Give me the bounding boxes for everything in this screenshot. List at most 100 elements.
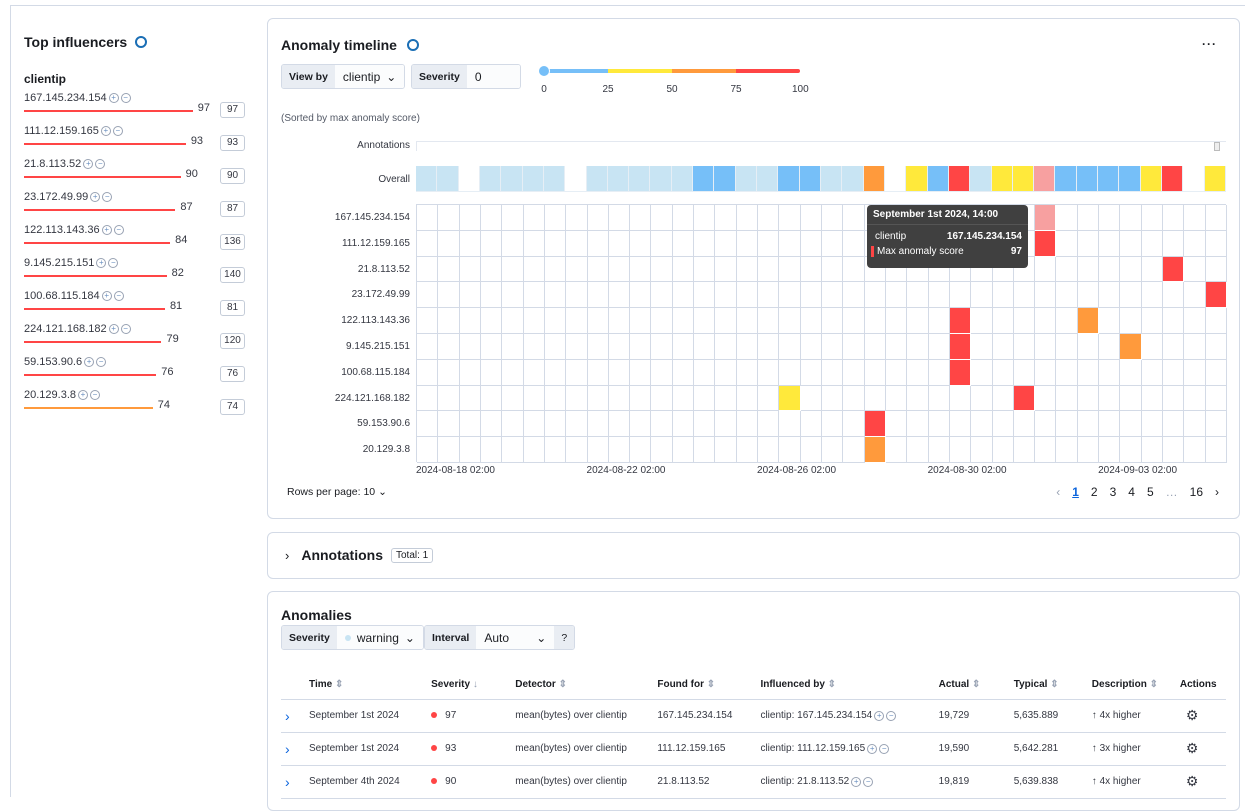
heatmap-cell[interactable] xyxy=(587,411,609,438)
overall-cell[interactable] xyxy=(501,166,523,192)
heatmap-cell[interactable] xyxy=(587,437,609,463)
heatmap-cell[interactable] xyxy=(502,359,524,386)
heatmap-cell[interactable] xyxy=(1077,205,1100,231)
heatmap-cell[interactable] xyxy=(480,282,503,309)
heatmap-cell[interactable] xyxy=(651,411,673,438)
heatmap-cell[interactable] xyxy=(587,385,609,412)
filter-in-icon[interactable]: + xyxy=(851,777,862,787)
heatmap-cell[interactable] xyxy=(779,359,801,386)
heatmap-cell[interactable] xyxy=(630,230,652,257)
filter-in-icon[interactable]: + xyxy=(101,291,112,301)
heatmap-cell[interactable] xyxy=(544,411,567,438)
heatmap-cell[interactable] xyxy=(438,359,460,386)
heatmap-cell[interactable] xyxy=(502,230,524,257)
heatmap-cell[interactable] xyxy=(1184,411,1206,438)
heatmap-cell[interactable] xyxy=(672,334,695,360)
heatmap-cell[interactable] xyxy=(459,359,481,386)
heatmap-cell[interactable] xyxy=(608,282,631,309)
sort-desc-icon[interactable]: ↓ xyxy=(470,679,478,691)
heatmap-cell[interactable] xyxy=(523,256,545,283)
view-by-select[interactable]: View by clientip ⌄ xyxy=(281,64,406,89)
sort-icon[interactable]: ⇕ xyxy=(824,679,837,691)
overall-cell[interactable] xyxy=(1162,166,1184,192)
overall-cell[interactable] xyxy=(757,166,779,192)
heatmap-cell[interactable] xyxy=(907,308,929,334)
heatmap-cell[interactable] xyxy=(843,308,865,334)
heatmap-cell[interactable] xyxy=(1035,359,1057,386)
heatmap-cell[interactable] xyxy=(1099,411,1121,438)
heatmap-cell[interactable] xyxy=(1141,437,1164,463)
heatmap-cell[interactable] xyxy=(1184,205,1206,231)
heatmap-cell[interactable] xyxy=(949,437,972,463)
heatmap-cell[interactable] xyxy=(715,359,737,386)
heatmap-cell[interactable] xyxy=(502,411,524,438)
heatmap-cell[interactable] xyxy=(566,437,588,463)
heatmap-cell[interactable] xyxy=(1141,282,1164,309)
heatmap-cell[interactable] xyxy=(1163,411,1185,438)
heatmap-cell[interactable] xyxy=(1163,437,1185,463)
interval-select[interactable]: Interval Auto ⌄ ? xyxy=(424,625,576,650)
heatmap-cell[interactable] xyxy=(822,411,844,438)
severity-value[interactable]: 0 xyxy=(466,65,520,88)
heatmap-cell[interactable] xyxy=(736,256,759,283)
overall-cell[interactable] xyxy=(799,166,821,192)
heatmap-cell[interactable] xyxy=(1205,334,1227,360)
heatmap-cell[interactable] xyxy=(715,334,737,360)
heatmap-cell[interactable] xyxy=(864,385,886,412)
heatmap-cell[interactable] xyxy=(1141,308,1164,334)
heatmap-cell[interactable] xyxy=(715,308,737,334)
sort-icon[interactable]: ⇕ xyxy=(332,679,344,691)
page-link[interactable]: 5 xyxy=(1146,485,1154,499)
heatmap-cell[interactable] xyxy=(566,308,588,334)
heatmap-cell[interactable] xyxy=(651,230,673,257)
heatmap-cell[interactable] xyxy=(1099,385,1121,412)
overall-cell[interactable] xyxy=(884,166,907,192)
heatmap-cell[interactable] xyxy=(438,334,460,360)
heatmap-cell[interactable] xyxy=(694,359,716,386)
overall-cell[interactable] xyxy=(778,166,800,192)
heatmap-cell[interactable] xyxy=(971,359,993,386)
heatmap-cell[interactable] xyxy=(651,334,673,360)
overall-cell[interactable] xyxy=(1055,166,1077,192)
heatmap-cell[interactable] xyxy=(822,308,844,334)
expand-row-icon[interactable]: › xyxy=(281,732,306,766)
heatmap-cell[interactable] xyxy=(651,308,673,334)
overall-cell[interactable] xyxy=(927,166,949,192)
heatmap-cell[interactable] xyxy=(907,282,929,309)
overall-cell[interactable] xyxy=(458,166,480,192)
heatmap-cell[interactable] xyxy=(736,411,759,438)
heatmap-cell[interactable] xyxy=(1077,385,1100,412)
heatmap-cell[interactable] xyxy=(928,359,950,386)
column-header[interactable]: Actions xyxy=(1175,671,1226,700)
overall-cell[interactable] xyxy=(1034,166,1056,192)
heatmap-cell[interactable] xyxy=(1205,230,1227,257)
column-header[interactable]: Severity ↓ xyxy=(427,671,512,700)
heatmap-cell[interactable] xyxy=(459,205,481,231)
heatmap-cell[interactable] xyxy=(864,359,886,386)
heatmap-cell[interactable] xyxy=(715,282,737,309)
heatmap-cell[interactable] xyxy=(608,437,631,463)
heatmap-cell[interactable] xyxy=(651,359,673,386)
heatmap-cell[interactable] xyxy=(523,411,545,438)
heatmap-cell[interactable] xyxy=(438,205,460,231)
heatmap-cell[interactable] xyxy=(672,359,695,386)
heatmap-cell[interactable] xyxy=(1077,437,1100,463)
heatmap-cell[interactable] xyxy=(544,334,567,360)
heatmap-cell[interactable] xyxy=(651,385,673,412)
heatmap-cell[interactable] xyxy=(502,282,524,309)
heatmap-cell[interactable] xyxy=(438,230,460,257)
heatmap-cell[interactable] xyxy=(630,282,652,309)
heatmap-cell[interactable] xyxy=(630,437,652,463)
heatmap-cell[interactable] xyxy=(459,411,481,438)
heatmap-cell[interactable] xyxy=(800,230,822,257)
heatmap-cell[interactable] xyxy=(928,282,950,309)
heatmap-cell[interactable] xyxy=(928,256,950,283)
heatmap-cell[interactable] xyxy=(1035,282,1057,309)
heatmap-cell[interactable] xyxy=(1077,359,1100,386)
anomalies-severity-select[interactable]: Severity warning ⌄ xyxy=(281,625,424,650)
sort-icon[interactable]: ⇕ xyxy=(704,679,716,691)
heatmap-cell[interactable] xyxy=(758,205,780,231)
heatmap-cell[interactable] xyxy=(907,334,929,360)
heatmap-cell[interactable] xyxy=(608,230,631,257)
column-header[interactable]: Actual ⇕ xyxy=(934,671,1010,700)
